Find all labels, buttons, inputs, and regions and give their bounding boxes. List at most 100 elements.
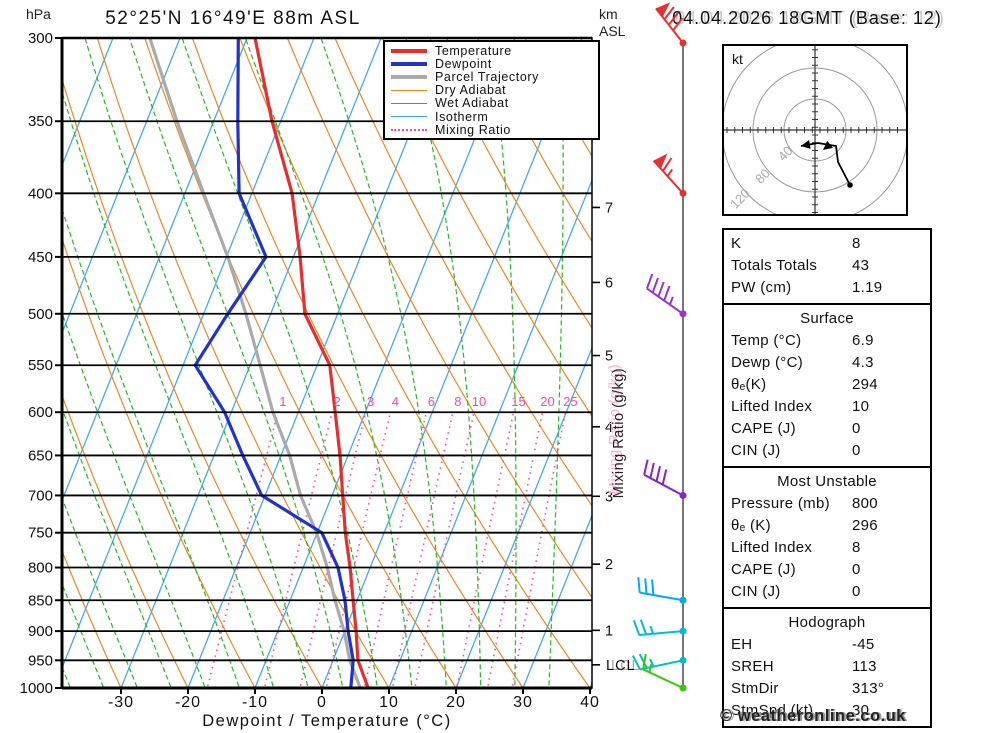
dry-adiabat-line (62, 549, 122, 688)
legend-line-swatch (391, 61, 427, 66)
wet-adiabat-line (0, 20, 12, 710)
mixing-axis-label: Mixing Ratio (g/kg) (611, 368, 627, 498)
temp-tick-label: 40 (580, 694, 600, 711)
isotherm-line (62, 38, 114, 168)
temp-tick-label: 20 (446, 694, 466, 711)
mixing-ratio-line (486, 412, 544, 688)
dry-adiabat-line (286, 38, 592, 599)
station-title: 52°25'N 16°49'E 88m ASL (105, 8, 361, 29)
temp-tick-label: -10 (242, 694, 268, 711)
mixing-ratio-line (363, 412, 428, 688)
legend-item-label: Mixing Ratio (435, 122, 511, 137)
table-row: CIN (J) 0 (724, 440, 930, 462)
mixing-axis-label-echo: Mixing Ratio (g/kg) (607, 364, 623, 494)
table-row-label: θₑ(K) (731, 376, 767, 393)
table-row: CAPE (J) 0 (724, 559, 930, 581)
km-tick-label: 3 (605, 489, 613, 505)
pressure-tick-label: 400 (28, 185, 53, 202)
wet-adiabat-line (548, 38, 564, 688)
temp-tick-label: -20 (175, 694, 201, 711)
dry-adiabat-line (62, 393, 189, 688)
legend-line-swatch (391, 48, 427, 53)
table-row-label: Pressure (mb) (731, 495, 830, 512)
legend-item: Dewpoint (391, 57, 598, 71)
pressure-tick-label: 600 (28, 404, 53, 421)
table-row-label: Dewp (°C) (731, 354, 804, 371)
legend-item: Isotherm (391, 109, 598, 124)
hodograph-unit-label: kt (732, 51, 743, 67)
table-row-value: 43 (852, 257, 870, 274)
km-tick-label: 6 (605, 275, 613, 291)
mixing-ratio-label: 2 (333, 394, 340, 409)
table-row-value: 0 (852, 442, 861, 459)
table-section: Most Unstable Pressure (mb) 800 θₑ (K) 296 Li… (724, 466, 930, 607)
table-row-value: 4.3 (852, 354, 874, 371)
isotherm-line (187, 38, 449, 688)
pressure-tick-label: 1000 (20, 680, 53, 697)
legend-item: Wet Adiabat (391, 96, 598, 110)
pressure-tick-label: 750 (28, 525, 53, 542)
wet-adiabat-line (244, 38, 413, 688)
plot-area (0, 20, 592, 710)
wind-barb (655, 2, 687, 47)
table-row-value: 0 (852, 583, 861, 600)
dry-adiabat-line (62, 77, 323, 688)
legend-item-label: Dry Adiabat (435, 83, 507, 98)
pressure-tick-label: 700 (28, 487, 53, 504)
legend-item: Parcel Trajectory (391, 70, 598, 84)
table-row-value: 294 (852, 376, 878, 393)
table-row-value: 6.9 (852, 332, 874, 349)
table-row-value: 10 (852, 398, 870, 415)
mixing-ratio-line (263, 412, 333, 688)
km-tick-label: 7 (605, 200, 613, 216)
legend-item: Mixing Ratio (391, 122, 598, 137)
legend-item-label: Isotherm (435, 109, 489, 124)
table-row-label: CIN (J) (731, 442, 781, 459)
pressure-tick-label: 650 (28, 447, 53, 464)
mixing-ratio-label: 15 (511, 394, 525, 409)
table-row: Dewp (°C) 4.3 (724, 352, 930, 374)
table-row: Lifted Index 10 (724, 396, 930, 418)
pressure-tick-label: 800 (28, 560, 53, 577)
table-row: CAPE (J) 0 (724, 418, 930, 440)
km-tick-label: 5 (605, 349, 613, 365)
pressure-tick-label: 350 (28, 113, 53, 130)
lcl-label: LCL (606, 658, 636, 674)
wet-adiabat-line (488, 38, 517, 688)
table-row: Pressure (mb) 800 (724, 493, 930, 515)
wet-adiabat-line (128, 38, 344, 688)
table-section: Hodograph EH -45 SREH 113 StmDir 313° StmSpd (k… (724, 607, 930, 726)
legend-item: Dry Adiabat (391, 83, 598, 98)
wind-barb (643, 459, 687, 499)
table-row: PW (cm) 1.19 (724, 277, 930, 299)
wind-barb (632, 653, 687, 671)
mixing-ratio-label: 25 (563, 394, 577, 409)
table-row: StmSpd (kt) 30 (724, 700, 930, 722)
table-row: SREH 113 (724, 656, 930, 678)
table-section-title: Surface (800, 310, 854, 327)
table-row: θₑ(K) 294 (724, 374, 930, 396)
table-section: Surface Temp (°C) 6.9 Dewp (°C) 4.3 θₑ(K) 294 L… (724, 303, 930, 466)
legend: Temperature Dewpoint Parcel Trajectory Dry … (383, 40, 600, 141)
table-section-title: Most Unstable (777, 473, 877, 490)
table-row: Totals Totals 43 (724, 255, 930, 277)
isotherm-line (62, 38, 181, 335)
table-row-label: EH (731, 636, 753, 653)
table-row-label: CAPE (J) (731, 561, 796, 578)
table-row-label: Totals Totals (731, 257, 818, 274)
mixing-ratio-line (325, 412, 392, 688)
dry-adiabat-line (62, 236, 256, 688)
x-axis-label: Dewpoint / Temperature (°C) (202, 712, 451, 730)
legend-line-swatch (391, 116, 427, 118)
hodograph-trace (800, 142, 851, 186)
isotherm-line (62, 38, 315, 670)
isotherm-line (120, 38, 382, 688)
dry-adiabat-line (191, 38, 524, 688)
dry-adiabat-line (96, 38, 390, 688)
isotherm-line (388, 178, 592, 688)
table-row-label: Lifted Index (731, 398, 813, 415)
temp-tick-label: 0 (317, 694, 327, 711)
